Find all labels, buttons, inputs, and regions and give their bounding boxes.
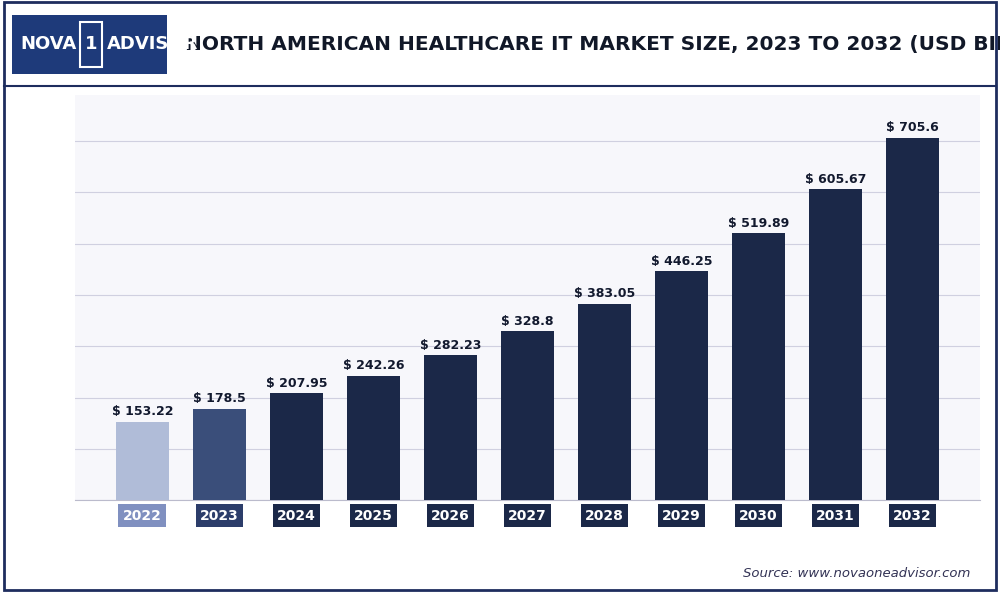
- Text: 2029: 2029: [662, 509, 701, 523]
- Text: ADVISOR: ADVISOR: [107, 36, 198, 53]
- Bar: [116, 422, 169, 500]
- Text: $ 153.22: $ 153.22: [112, 405, 173, 418]
- Text: 2030: 2030: [739, 509, 778, 523]
- Text: $ 519.89: $ 519.89: [728, 217, 789, 230]
- Text: $ 242.26: $ 242.26: [343, 359, 404, 372]
- Bar: [809, 189, 862, 500]
- Text: $ 446.25: $ 446.25: [651, 255, 712, 268]
- Bar: [578, 304, 631, 500]
- Text: 2028: 2028: [585, 509, 624, 523]
- Bar: [655, 271, 708, 500]
- Text: 2022: 2022: [123, 509, 162, 523]
- Text: $ 207.95: $ 207.95: [266, 377, 327, 390]
- Bar: [424, 355, 477, 500]
- Text: 2026: 2026: [431, 509, 470, 523]
- Text: Source: www.novaoneadvisor.com: Source: www.novaoneadvisor.com: [743, 567, 970, 580]
- Text: $ 282.23: $ 282.23: [420, 339, 481, 352]
- Text: $ 605.67: $ 605.67: [805, 173, 866, 186]
- Text: 2025: 2025: [354, 509, 393, 523]
- Text: 2027: 2027: [508, 509, 547, 523]
- Text: 1: 1: [85, 36, 97, 53]
- Bar: [270, 394, 323, 500]
- Text: 2024: 2024: [277, 509, 316, 523]
- Text: 2031: 2031: [816, 509, 855, 523]
- Bar: [347, 376, 400, 500]
- Text: NOVA: NOVA: [20, 36, 76, 53]
- Bar: [886, 138, 939, 500]
- Text: $ 178.5: $ 178.5: [193, 392, 246, 405]
- Text: 2032: 2032: [893, 509, 932, 523]
- Bar: [732, 233, 785, 500]
- Bar: [193, 408, 246, 500]
- Text: $ 705.6: $ 705.6: [886, 121, 939, 134]
- Text: $ 328.8: $ 328.8: [501, 315, 554, 328]
- Bar: [501, 332, 554, 500]
- Text: 2023: 2023: [200, 509, 239, 523]
- Text: $ 383.05: $ 383.05: [574, 287, 635, 300]
- Text: NORTH AMERICAN HEALTHCARE IT MARKET SIZE, 2023 TO 2032 (USD BILLION): NORTH AMERICAN HEALTHCARE IT MARKET SIZE…: [185, 35, 1000, 54]
